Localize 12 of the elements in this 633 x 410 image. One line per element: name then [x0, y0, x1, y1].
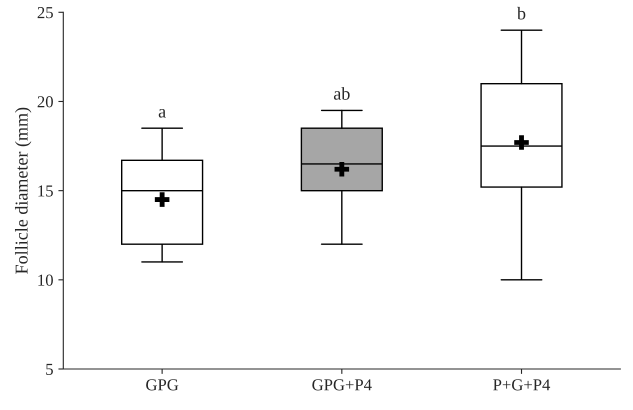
- y-tick-label: 25: [38, 7, 53, 18]
- y-tick-label: 5: [46, 364, 53, 375]
- x-tick-label: P+G+P4: [493, 379, 550, 390]
- y-tick-label: 20: [38, 96, 53, 108]
- annotation: a: [158, 108, 166, 118]
- y-tick-label: 15: [38, 185, 53, 197]
- x-tick-label: GPG: [146, 379, 178, 390]
- annotation: b: [516, 6, 526, 20]
- y-tick-label: 10: [38, 274, 53, 286]
- y-axis-title: Follicle diameter (mm): [14, 108, 32, 274]
- x-tick-label: GPG+P4: [312, 379, 372, 390]
- annotation: ab: [334, 87, 350, 100]
